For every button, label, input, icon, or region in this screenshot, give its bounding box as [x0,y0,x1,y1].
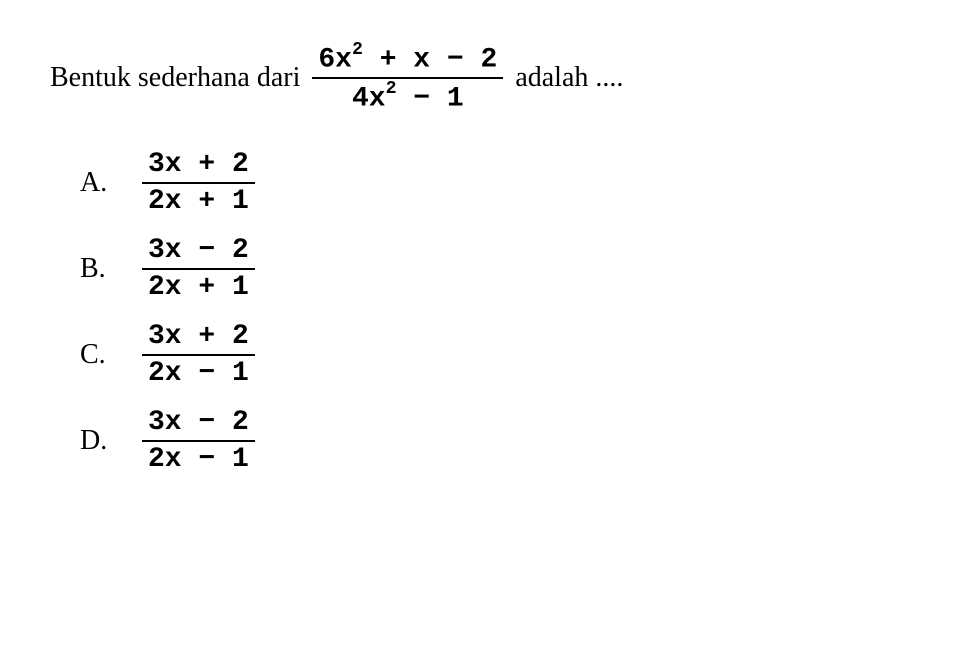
option-label: C. [80,339,130,371]
option-b[interactable]: B. 3x − 2 2x + 1 [80,233,920,305]
question-suffix: adalah .... [515,62,623,94]
option-label: B. [80,253,130,285]
option-denominator: 2x − 1 [142,356,255,391]
option-a[interactable]: A. 3x + 2 2x + 1 [80,147,920,219]
answer-options: A. 3x + 2 2x + 1 B. 3x − 2 2x + 1 C. 3x … [50,147,920,477]
option-numerator: 3x + 2 [142,319,255,356]
option-label: D. [80,425,130,457]
option-c[interactable]: C. 3x + 2 2x − 1 [80,319,920,391]
option-numerator: 3x − 2 [142,233,255,270]
option-numerator: 3x + 2 [142,147,255,184]
option-fraction: 3x − 2 2x − 1 [142,405,255,477]
option-fraction: 3x + 2 2x − 1 [142,319,255,391]
question-fraction: 6x2 + x − 2 4x2 − 1 [312,40,503,117]
option-denominator: 2x + 1 [142,270,255,305]
option-denominator: 2x − 1 [142,442,255,477]
option-d[interactable]: D. 3x − 2 2x − 1 [80,405,920,477]
question-fraction-numerator: 6x2 + x − 2 [312,40,503,79]
question-prefix: Bentuk sederhana dari [50,62,300,94]
option-numerator: 3x − 2 [142,405,255,442]
option-label: A. [80,167,130,199]
question-stem: Bentuk sederhana dari 6x2 + x − 2 4x2 − … [50,40,920,117]
option-denominator: 2x + 1 [142,184,255,219]
question-fraction-denominator: 4x2 − 1 [346,79,470,116]
option-fraction: 3x + 2 2x + 1 [142,147,255,219]
option-fraction: 3x − 2 2x + 1 [142,233,255,305]
